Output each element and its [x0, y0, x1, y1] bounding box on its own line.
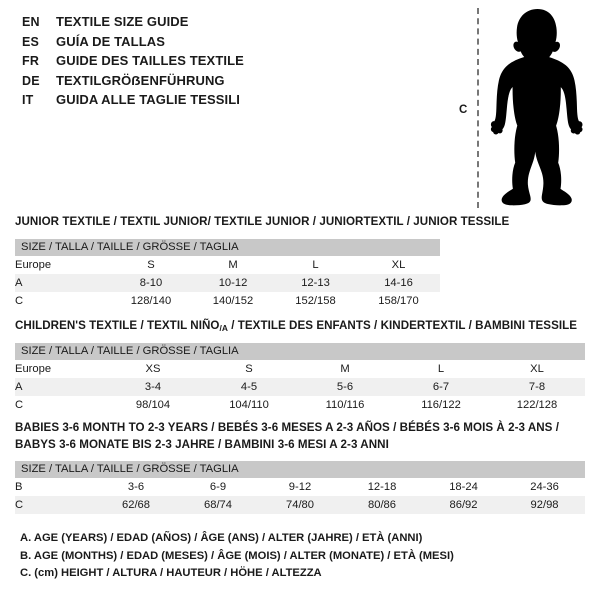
language-code: EN: [22, 15, 40, 29]
table-row: Europe XS S M L XL: [15, 359, 586, 378]
row-label: C: [15, 291, 110, 310]
table-cell: 62/68: [95, 496, 177, 514]
table-cell: S: [201, 359, 297, 378]
table-row: B 3-6 6-9 9-12 12-18 18-24 24-36: [15, 478, 586, 496]
section-title-prefix: CHILDREN'S TEXTILE / TEXTIL NIÑO: [15, 319, 220, 332]
table-cell: XL: [357, 255, 441, 274]
language-title: GUIDE DES TAILLES TEXTILE: [56, 53, 244, 68]
table-cell: 158/170: [357, 291, 441, 310]
table-cell: M: [297, 359, 393, 378]
language-code: ES: [22, 34, 40, 49]
language-row-it: IT GUIDA ALLE TAGLIE TESSILI: [22, 92, 442, 112]
table-cell: 92/98: [504, 496, 586, 514]
table-cell: 116/122: [393, 395, 489, 414]
table-cell: 6-7: [393, 377, 489, 396]
table-cell: L: [274, 255, 357, 274]
table-cell: 140/152: [192, 291, 274, 310]
language-row-fr: FR GUIDE DES TAILLES TEXTILE: [22, 53, 442, 73]
table-row: C 98/104 104/110 110/116 116/122 122/128: [15, 395, 586, 414]
band-label: SIZE / TALLA / TAILLE / GRÖSSE / TAGLIA: [15, 342, 586, 360]
babies-size-table: SIZE / TALLA / TAILLE / GRÖSSE / TAGLIA …: [15, 461, 586, 514]
language-row-es: ES GUÍA DE TALLAS: [22, 34, 442, 54]
table-cell: M: [192, 255, 274, 274]
row-label: C: [15, 395, 105, 414]
language-title: GUÍA DE TALLAS: [56, 33, 166, 49]
section-title-subscript: /A: [219, 323, 228, 333]
language-code: FR: [22, 54, 40, 68]
table-cell: 24-36: [504, 478, 586, 496]
row-label: A: [15, 377, 105, 396]
row-label: C: [15, 496, 95, 514]
table-cell: 86/92: [423, 496, 504, 514]
language-title: GUIDA ALLE TAGLIE TESSILI: [56, 92, 241, 107]
table-cell: 104/110: [201, 395, 297, 414]
height-measure-label: C: [459, 104, 468, 116]
section-babies-textile: BABIES 3-6 MONTH TO 2-3 YEARS / BEBÉS 3-…: [15, 420, 586, 514]
section-junior-textile: JUNIOR TEXTILE / TEXTIL JUNIOR/ TEXTILE …: [15, 214, 510, 310]
table-cell: 80/86: [341, 496, 423, 514]
table-cell: 3-4: [105, 377, 201, 396]
table-cell: 6-9: [177, 478, 259, 496]
table-cell: S: [110, 255, 192, 274]
table-cell: XS: [105, 359, 201, 378]
section-title: JUNIOR TEXTILE / TEXTIL JUNIOR/ TEXTILE …: [15, 215, 510, 228]
language-title: TEXTILE SIZE GUIDE: [56, 14, 189, 29]
section-title: CHILDREN'S TEXTILE / TEXTIL NIÑO/A / TEX…: [15, 318, 585, 335]
section-title-suffix: / TEXTILE DES ENFANTS / KINDERTEXTIL / B…: [227, 319, 578, 332]
table-cell: 152/158: [274, 291, 357, 310]
table-cell: L: [393, 359, 489, 378]
table-cell: 3-6: [95, 478, 177, 496]
height-figure-panel: C: [455, 0, 600, 215]
children-size-table: SIZE / TALLA / TAILLE / GRÖSSE / TAGLIA …: [15, 342, 586, 414]
height-measure-dashed-line: [477, 8, 479, 208]
table-cell: 110/116: [297, 395, 393, 414]
table-cell: 12-18: [341, 478, 423, 496]
table-row: A 3-4 4-5 5-6 6-7 7-8: [15, 377, 586, 396]
toddler-silhouette-icon: [490, 9, 583, 206]
table-band-row: SIZE / TALLA / TAILLE / GRÖSSE / TAGLIA: [15, 238, 441, 256]
junior-size-table: SIZE / TALLA / TAILLE / GRÖSSE / TAGLIA …: [15, 238, 441, 310]
table-cell: 18-24: [423, 478, 504, 496]
language-row-en: EN TEXTILE SIZE GUIDE: [22, 14, 442, 34]
table-cell: 7-8: [489, 377, 586, 396]
row-label: A: [15, 273, 110, 292]
band-label: SIZE / TALLA / TAILLE / GRÖSSE / TAGLIA: [15, 461, 586, 478]
language-title-list: EN TEXTILE SIZE GUIDE ES GUÍA DE TALLAS …: [22, 14, 442, 112]
language-title: TEXTILGRÖẞENFÜHRUNG: [56, 72, 225, 88]
language-code: IT: [22, 93, 34, 107]
table-cell: 10-12: [192, 273, 274, 292]
table-cell: 74/80: [259, 496, 341, 514]
table-band-row: SIZE / TALLA / TAILLE / GRÖSSE / TAGLIA: [15, 342, 586, 360]
language-code: DE: [22, 73, 40, 88]
section-childrens-textile: CHILDREN'S TEXTILE / TEXTIL NIÑO/A / TEX…: [15, 318, 586, 414]
legend-line-a: A. AGE (YEARS) / EDAD (AÑOS) / ÂGE (ANS)…: [20, 532, 423, 544]
band-label: SIZE / TALLA / TAILLE / GRÖSSE / TAGLIA: [15, 238, 441, 256]
row-label: B: [15, 478, 95, 496]
table-cell: 14-16: [357, 273, 441, 292]
table-row: C 62/68 68/74 74/80 80/86 86/92 92/98: [15, 496, 586, 514]
legend-line-c: C. (cm) HEIGHT / ALTURA / HAUTEUR / HÖHE…: [20, 567, 322, 579]
row-label: Europe: [15, 255, 110, 274]
table-cell: 4-5: [201, 377, 297, 396]
table-cell: 9-12: [259, 478, 341, 496]
table-band-row: SIZE / TALLA / TAILLE / GRÖSSE / TAGLIA: [15, 461, 586, 478]
legend-line-b: B. AGE (MONTHS) / EDAD (MESES) / ÂGE (MO…: [20, 549, 454, 562]
table-cell: 5-6: [297, 377, 393, 396]
section-title-line-1: BABIES 3-6 MONTH TO 2-3 YEARS / BEBÉS 3-…: [15, 421, 560, 434]
table-cell: XL: [489, 359, 586, 378]
measurement-legend: A. AGE (YEARS) / EDAD (AÑOS) / ÂGE (ANS)…: [20, 530, 480, 583]
table-cell: 128/140: [110, 291, 192, 310]
table-cell: 8-10: [110, 273, 192, 292]
table-row: Europe S M L XL: [15, 255, 441, 274]
table-row: A 8-10 10-12 12-13 14-16: [15, 273, 441, 292]
section-title-line-2: BABYS 3-6 MONATE BIS 2-3 JAHRE / BAMBINI…: [15, 437, 389, 451]
table-cell: 12-13: [274, 273, 357, 292]
table-cell: 68/74: [177, 496, 259, 514]
table-row: C 128/140 140/152 152/158 158/170: [15, 291, 441, 310]
table-cell: 122/128: [489, 395, 586, 414]
table-cell: 98/104: [105, 395, 201, 414]
language-row-de: DE TEXTILGRÖẞENFÜHRUNG: [22, 73, 442, 93]
row-label: Europe: [15, 359, 105, 378]
